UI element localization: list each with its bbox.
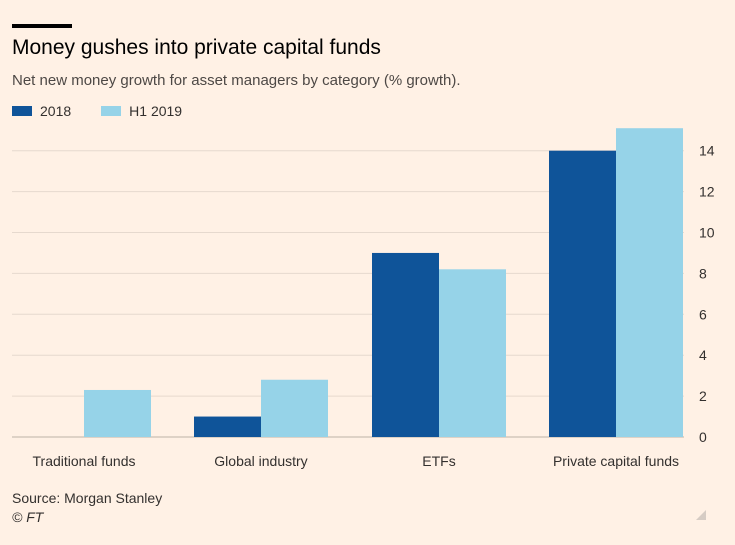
bar-2018-2: [372, 252, 439, 437]
legend: 2018 H1 2019: [12, 103, 182, 119]
y-tick-label-8: 8: [699, 265, 707, 281]
y-tick-label-10: 10: [699, 225, 715, 241]
legend-swatch-h1-2019: [101, 106, 122, 116]
title-rule: [12, 24, 72, 28]
x-tick-label-3: Private capital funds: [553, 453, 679, 469]
bar-h1-2019-3: [616, 128, 683, 437]
resize-corner-icon: [696, 510, 706, 520]
y-tick-label-2: 2: [699, 388, 707, 404]
bar-2018-1: [194, 416, 261, 437]
source-note: Source: Morgan Stanley: [12, 490, 163, 506]
y-tick-label-6: 6: [699, 306, 707, 322]
copyright-note: © FT: [12, 509, 44, 525]
bar-h1-2019-1: [261, 379, 328, 437]
legend-label-h1-2019: H1 2019: [129, 103, 183, 119]
legend-label-2018: 2018: [40, 103, 72, 119]
y-tick-label-0: 0: [699, 429, 707, 445]
legend-item-2018: 2018: [12, 103, 71, 119]
bar-2018-3: [549, 150, 616, 437]
chart-title: Money gushes into private capital funds: [12, 36, 381, 59]
y-tick-label-4: 4: [699, 347, 707, 363]
x-tick-label-0: Traditional funds: [33, 453, 136, 469]
bar-h1-2019-2: [439, 269, 506, 437]
legend-item-h1-2019: H1 2019: [101, 103, 182, 119]
x-tick-label-2: ETFs: [422, 453, 455, 469]
chart-subtitle: Net new money growth for asset managers …: [12, 72, 461, 89]
y-tick-label-14: 14: [699, 143, 715, 159]
bar-h1-2019-0: [84, 389, 151, 437]
y-tick-label-12: 12: [699, 184, 715, 200]
legend-swatch-2018: [12, 106, 32, 116]
x-tick-label-1: Global industry: [214, 453, 307, 469]
